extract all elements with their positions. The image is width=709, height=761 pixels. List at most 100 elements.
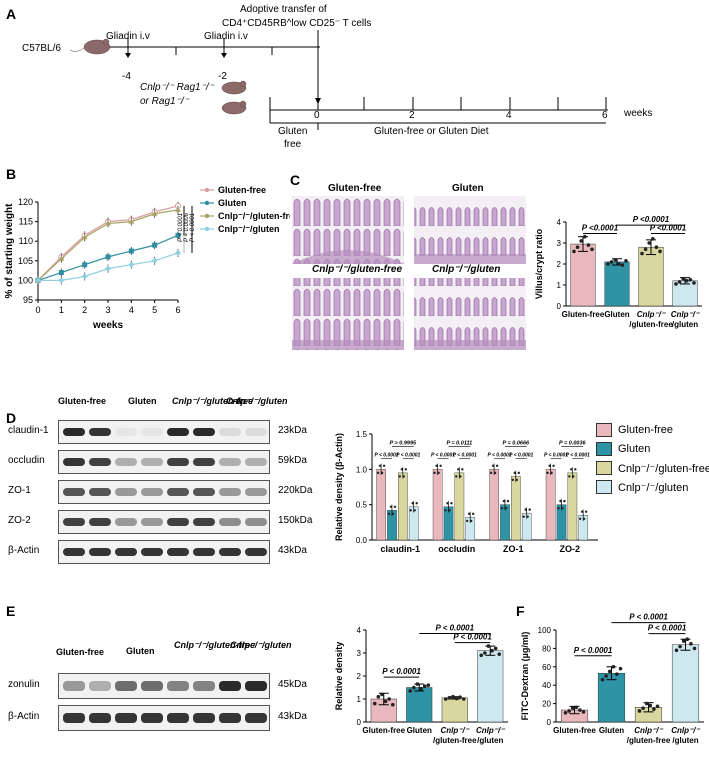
y-tick-label: 120 <box>18 197 33 207</box>
blot-band <box>115 547 137 557</box>
blot-strip <box>58 450 270 474</box>
lane-label-d-2: Gluten <box>128 396 157 406</box>
y-tick-label: 1.5 <box>356 430 368 439</box>
data-dot <box>522 515 525 518</box>
bar <box>432 469 443 541</box>
data-dot <box>411 502 414 505</box>
x-tick-label: 6 <box>175 305 180 315</box>
timeline-diagram <box>69 30 608 130</box>
blot-band <box>193 547 215 557</box>
data-point <box>82 262 88 268</box>
y-tick-label: 105 <box>18 256 33 266</box>
data-dot <box>443 697 448 701</box>
data-dot <box>579 239 583 243</box>
data-dot <box>469 519 473 523</box>
bar <box>671 644 700 723</box>
legend-swatch <box>596 423 612 437</box>
blot-band <box>219 681 241 691</box>
micrograph-title-4: Cnlp⁻/⁻/gluten <box>432 264 501 275</box>
legend-marker <box>204 200 210 206</box>
blot-band <box>63 487 85 497</box>
mouse-icon <box>69 38 111 55</box>
y-tick-label: 3 <box>357 649 362 658</box>
x-tick-label: /gluten-free <box>629 320 673 329</box>
data-dot <box>393 505 397 508</box>
data-dot <box>641 706 645 710</box>
x-tick-label: Gluten-free <box>562 310 605 319</box>
y-tick-label: 100 <box>18 275 33 285</box>
blot-protein-label: β-Actin <box>8 711 40 722</box>
data-dot <box>648 703 653 708</box>
data-dot <box>372 701 377 706</box>
data-dot <box>688 277 693 282</box>
blot-band <box>141 457 163 467</box>
data-dot <box>644 701 649 706</box>
x-tick-label: Cnlp⁻/⁻ <box>476 726 505 735</box>
bar <box>477 650 504 723</box>
data-dot <box>483 651 487 655</box>
x-tick-label: occludin <box>438 544 475 554</box>
data-dot <box>446 502 449 505</box>
data-dot <box>437 471 440 475</box>
y-tick-label: 95 <box>23 295 33 305</box>
data-dot <box>618 666 623 671</box>
tick-m2: -2 <box>218 71 227 82</box>
y-axis-label: % of starting weight <box>4 203 15 299</box>
data-dot <box>404 468 408 471</box>
weeks-label: weeks <box>624 108 653 119</box>
blot-band <box>245 517 267 527</box>
blot-band <box>193 487 215 497</box>
panel-label-b: B <box>6 166 17 182</box>
blot-band <box>63 427 85 437</box>
blot-protein-label: zonulin <box>8 679 40 690</box>
blot-protein-label: ZO-1 <box>8 485 31 496</box>
blot-strip <box>58 673 270 699</box>
p-value-label: P < 0.0001 <box>190 213 196 242</box>
data-dot <box>692 646 697 651</box>
data-dot <box>652 707 656 711</box>
blot-protein-label: β-Actin <box>8 545 40 556</box>
data-dot <box>376 694 381 699</box>
bar <box>441 697 468 723</box>
x-tick-label: Gluten <box>604 310 629 319</box>
blot-band <box>167 681 189 691</box>
blot-size-label: 150kDa <box>278 515 313 526</box>
data-dot <box>376 471 380 475</box>
p-value-label: P <0.0001 <box>633 215 670 224</box>
data-dot <box>506 499 510 503</box>
p-value-label: P < 0.0001 <box>574 646 613 655</box>
blot-band <box>115 713 137 723</box>
y-tick-label: 3 <box>557 239 562 248</box>
panel-label-e: E <box>6 603 16 619</box>
data-dot <box>611 665 616 669</box>
blot-band <box>141 713 163 723</box>
legend-label: Cnlp⁻/⁻/gluten-free <box>618 462 709 475</box>
data-dot <box>692 281 696 285</box>
data-dot <box>606 262 610 266</box>
data-dot <box>479 653 484 658</box>
data-dot <box>409 509 412 512</box>
data-dot <box>559 499 562 503</box>
blot-band <box>63 547 85 557</box>
data-dot <box>557 507 560 510</box>
blot-strip <box>58 480 270 504</box>
data-dot <box>419 686 423 691</box>
blot-strip <box>58 540 270 564</box>
x-tick-label: Cnlp⁻/⁻ <box>441 726 470 735</box>
data-dot <box>461 697 466 701</box>
blot-size-label: 45kDa <box>278 679 307 690</box>
blot-band <box>245 681 267 691</box>
bar <box>454 472 465 541</box>
y-tick-label: 40 <box>542 681 551 690</box>
data-dot <box>387 697 391 701</box>
panel-label-c: C <box>290 172 301 188</box>
data-dot <box>581 710 586 714</box>
p-value-label: P < 0.0001 <box>629 613 668 622</box>
data-point <box>128 218 135 224</box>
data-dot <box>422 684 427 689</box>
x-tick-label: 4 <box>129 305 134 315</box>
blot-size-label: 43kDa <box>278 711 307 722</box>
blot-band <box>141 427 163 437</box>
blot-band <box>193 517 215 527</box>
x-tick-label: /gluten <box>477 736 503 745</box>
